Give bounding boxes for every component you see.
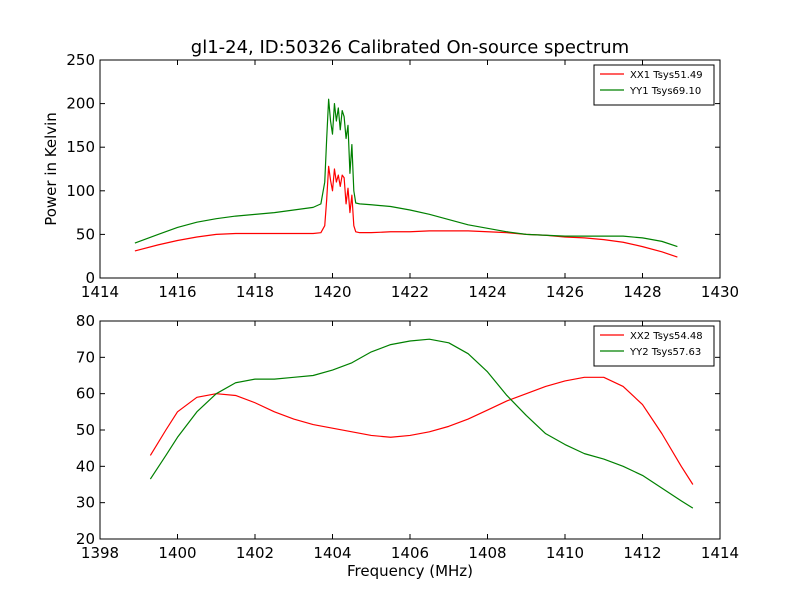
top-ytick-label: 0 [85, 269, 95, 287]
top-legend-label-1: XX1 Tsys51.49 [630, 70, 703, 81]
top-ytick-label: 50 [76, 225, 95, 243]
bottom-legend-label-2: YY2 Tsys57.63 [629, 347, 701, 358]
top-xtick-label: 1416 [158, 283, 196, 301]
top-xtick-label: 1420 [313, 283, 351, 301]
figure-title: gl1-24, ID:50326 Calibrated On-source sp… [191, 37, 629, 58]
bottom-xtick-label: 1406 [391, 544, 429, 562]
bottom-ytick-label: 20 [76, 530, 95, 548]
bottom-ytick-label: 50 [76, 421, 95, 439]
bottom-xtick-label: 1410 [546, 544, 584, 562]
bottom-series-line-1 [149, 376, 694, 485]
top-panel-lines [134, 98, 678, 258]
bottom-panel-legend: XX2 Tsys54.48 YY2 Tsys57.63 [593, 325, 715, 367]
bottom-xtick-label: 1400 [158, 544, 196, 562]
bottom-xtick-label: 1404 [313, 544, 351, 562]
top-panel-legend: XX1 Tsys51.49 YY1 Tsys69.10 [593, 64, 715, 106]
top-xtick-label: 1426 [546, 283, 584, 301]
bottom-ytick-label: 70 [76, 348, 95, 366]
bottom-ytick-label: 60 [76, 385, 95, 403]
bottom-panel-xlabel: Frequency (MHz) [347, 562, 473, 580]
top-xtick-label: 1422 [391, 283, 429, 301]
top-xtick-label: 1428 [623, 283, 661, 301]
bottom-ytick-label: 30 [76, 494, 95, 512]
top-legend-box [593, 64, 715, 106]
top-xtick-label: 1414 [81, 283, 119, 301]
top-xtick-label: 1418 [236, 283, 274, 301]
top-xtick-label: 1430 [701, 283, 739, 301]
top-ytick-label: 150 [66, 138, 95, 156]
top-series-line-2 [134, 98, 678, 248]
bottom-xtick-label: 1398 [81, 544, 119, 562]
bottom-panel-lines [149, 338, 694, 509]
top-panel-ticks: 1414 1416 1418 1420 1422 1424 1426 1428 1430 0 50 1… [66, 51, 739, 301]
bottom-xtick-label: 1408 [468, 544, 506, 562]
bottom-legend-box [593, 325, 715, 367]
top-ytick-label: 250 [66, 51, 95, 69]
bottom-panel: 1398 1400 1402 1404 1406 1408 1410 1412 1414 20 30… [76, 312, 739, 580]
top-xtick-label: 1424 [468, 283, 506, 301]
bottom-panel-ticks: 1398 1400 1402 1404 1406 1408 1410 1412 1414 20 30… [76, 312, 739, 562]
top-panel: 1414 1416 1418 1420 1422 1424 1426 1428 1430 0 50 1… [42, 51, 739, 301]
bottom-ytick-label: 80 [76, 312, 95, 330]
top-ytick-label: 100 [66, 182, 95, 200]
top-legend-label-2: YY1 Tsys69.10 [629, 86, 701, 97]
bottom-series-line-2 [149, 338, 694, 509]
bottom-ytick-label: 40 [76, 457, 95, 475]
top-panel-ylabel: Power in Kelvin [42, 112, 60, 226]
bottom-legend-label-1: XX2 Tsys54.48 [630, 331, 703, 342]
bottom-xtick-label: 1412 [623, 544, 661, 562]
bottom-xtick-label: 1402 [236, 544, 274, 562]
bottom-xtick-label: 1414 [701, 544, 739, 562]
top-ytick-label: 200 [66, 95, 95, 113]
